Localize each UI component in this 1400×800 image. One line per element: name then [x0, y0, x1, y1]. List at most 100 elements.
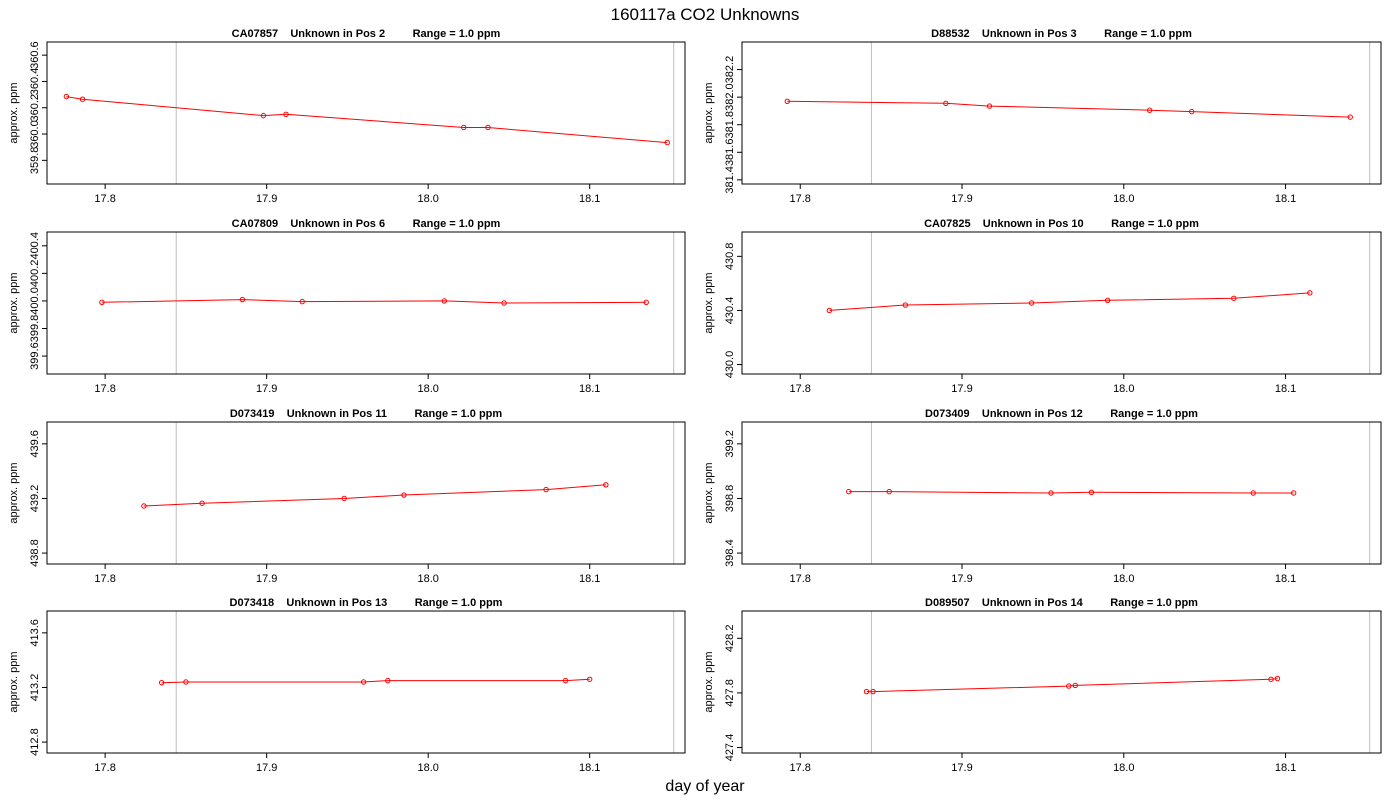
plot-frame	[741, 41, 1382, 185]
y-tick-label: 412.8	[29, 728, 41, 756]
x-tick-label: 18.1	[1275, 762, 1296, 774]
y-tick-label: 399.2	[724, 430, 736, 458]
x-axis-label: day of year	[665, 778, 745, 795]
panel-7: D073418 Unknown in Pos 13 Range = 1.0 pp…	[8, 597, 686, 774]
data-point	[141, 503, 147, 509]
series-line	[143, 484, 606, 507]
plot-frame	[46, 231, 686, 375]
data-point	[1104, 297, 1111, 303]
series-line	[848, 491, 1294, 494]
data-point	[1146, 107, 1153, 113]
y-tick-label: 413.6	[29, 619, 41, 647]
y-axis-label: approx. ppm	[8, 651, 20, 712]
y-tick-label: 439.2	[29, 485, 41, 513]
panel-title: CA07809 Unknown in Pos 6 Range = 1.0 ppm	[232, 218, 501, 230]
y-tick-label: 438.8	[29, 539, 41, 567]
y-tick-label: 381.4	[724, 166, 736, 194]
panel-1: CA07857 Unknown in Pos 2 Range = 1.0 ppm…	[8, 28, 686, 205]
data-point	[260, 112, 267, 119]
y-axis-label: approx. ppm	[8, 462, 20, 523]
y-tick-label: 428.2	[724, 625, 736, 653]
panel-8: D089507 Unknown in Pos 14 Range = 1.0 pp…	[703, 597, 1382, 774]
x-tick-label: 17.8	[94, 383, 115, 395]
series-line	[787, 100, 1351, 118]
panel-title: CA07857 Unknown in Pos 2 Range = 1.0 ppm	[232, 28, 501, 40]
data-point	[299, 298, 305, 305]
x-tick-label: 17.9	[256, 573, 277, 585]
panel-3: CA07809 Unknown in Pos 6 Range = 1.0 ppm…	[8, 218, 686, 395]
panel-title: D073409 Unknown in Pos 12 Range = 1.0 pp…	[925, 408, 1198, 420]
y-tick-label: 359.8	[29, 147, 41, 175]
y-tick-label: 400.4	[29, 232, 41, 260]
y-tick-label: 399.8	[29, 315, 41, 343]
plot-frame	[741, 610, 1382, 754]
x-tick-label: 18.0	[1113, 383, 1134, 395]
x-tick-label: 18.0	[417, 762, 438, 774]
data-point	[784, 98, 790, 104]
panel-title: D073419 Unknown in Pos 11 Range = 1.0 pp…	[230, 408, 503, 420]
y-tick-label: 398.4	[724, 539, 736, 567]
y-tick-label: 360.2	[29, 94, 41, 122]
x-tick-label: 17.8	[790, 383, 811, 395]
panel-2: D88532 Unknown in Pos 3 Range = 1.0 ppm 1…	[703, 28, 1382, 205]
plot-frame	[741, 231, 1382, 375]
y-tick-label: 382.2	[724, 56, 736, 84]
y-tick-label: 400.2	[29, 260, 41, 288]
y-axis-label: approx. ppm	[703, 272, 715, 333]
data-point	[1088, 489, 1095, 496]
y-tick-label: 413.2	[29, 674, 41, 702]
data-point	[846, 488, 852, 495]
y-tick-label: 439.6	[29, 430, 41, 458]
x-tick-label: 18.1	[1275, 193, 1296, 205]
data-point	[943, 100, 949, 107]
data-point	[441, 298, 448, 304]
x-tick-label: 17.8	[94, 193, 115, 205]
data-point	[1189, 108, 1195, 115]
data-point	[385, 677, 391, 684]
data-point	[543, 486, 549, 493]
panel-4: CA07825 Unknown in Pos 10 Range = 1.0 pp…	[703, 218, 1382, 395]
series-line	[829, 292, 1310, 311]
panel-6: D073409 Unknown in Pos 12 Range = 1.0 pp…	[703, 408, 1382, 585]
panel-title: D073418 Unknown in Pos 13 Range = 1.0 pp…	[230, 597, 503, 609]
y-tick-label: 398.8	[724, 485, 736, 513]
y-tick-label: 360.4	[29, 68, 41, 96]
data-point	[99, 299, 105, 306]
data-point	[1250, 490, 1256, 496]
y-axis-label: approx. ppm	[703, 82, 715, 143]
y-tick-label: 382.0	[724, 83, 736, 111]
y-tick-label: 430.8	[724, 243, 736, 271]
data-point	[886, 488, 892, 495]
x-tick-label: 17.9	[256, 762, 277, 774]
data-point	[183, 679, 189, 685]
data-point	[603, 482, 609, 488]
data-point	[461, 124, 467, 131]
x-tick-label: 17.9	[951, 193, 972, 205]
x-tick-label: 18.0	[417, 193, 438, 205]
x-tick-label: 18.1	[1275, 383, 1296, 395]
x-tick-label: 17.9	[951, 762, 972, 774]
y-tick-label: 381.6	[724, 139, 736, 167]
x-tick-label: 18.1	[579, 193, 600, 205]
x-tick-label: 17.9	[951, 573, 972, 585]
data-point	[1231, 295, 1237, 301]
y-tick-label: 400.0	[29, 287, 41, 315]
main-title: 160117a CO2 Unknowns	[611, 5, 800, 24]
data-point	[158, 679, 165, 686]
plot-frame	[46, 41, 686, 185]
plot-frame	[46, 421, 686, 565]
data-point	[1028, 300, 1035, 306]
data-point	[239, 296, 246, 303]
x-tick-label: 18.0	[417, 383, 438, 395]
data-point	[199, 500, 205, 506]
y-axis-label: approx. ppm	[703, 651, 715, 712]
series-line	[866, 678, 1278, 693]
x-tick-label: 17.9	[256, 383, 277, 395]
data-point	[485, 124, 491, 131]
x-tick-label: 18.1	[579, 762, 600, 774]
data-point	[341, 495, 347, 502]
y-tick-label: 427.4	[724, 734, 736, 762]
x-tick-label: 17.8	[94, 573, 115, 585]
y-tick-label: 360.0	[29, 120, 41, 148]
